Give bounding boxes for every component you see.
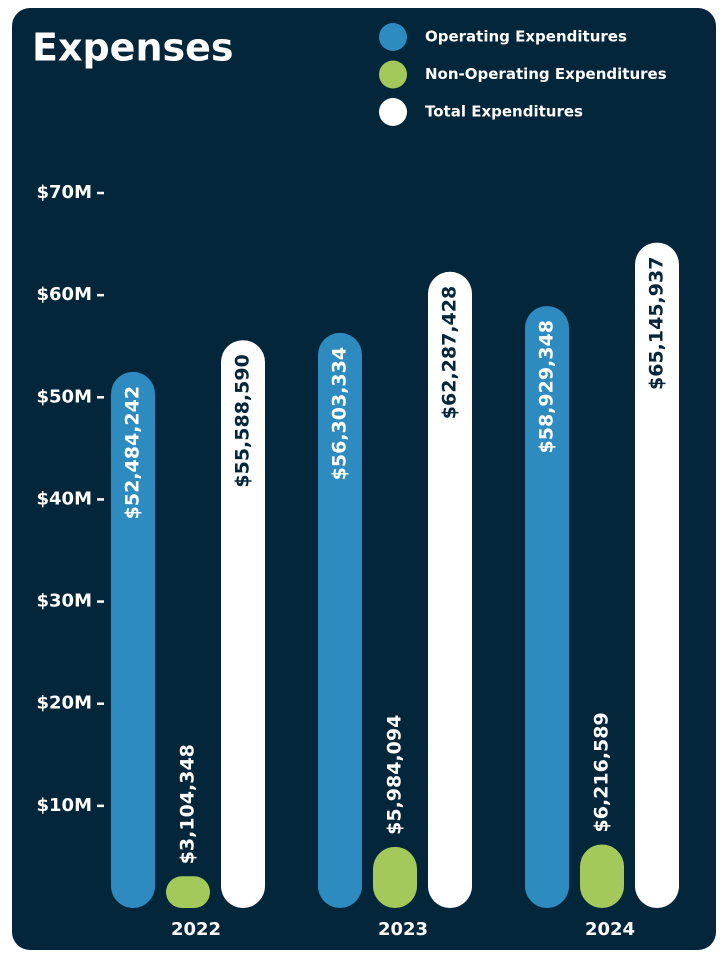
x-tick-label: 2024 (585, 919, 635, 940)
legend-swatch (379, 23, 407, 51)
value-label: $62,287,428 (439, 286, 461, 419)
x-tick-label: 2023 (378, 919, 428, 940)
y-tick-label: $10M (37, 795, 93, 816)
y-tick-label: $40M (37, 488, 93, 509)
legend-swatch (379, 60, 407, 89)
value-label: $58,929,348 (536, 320, 558, 453)
bar (580, 844, 624, 908)
bar (428, 271, 472, 908)
chart-title: Expenses (32, 26, 234, 70)
value-label: $5,984,094 (384, 715, 406, 835)
legend-label: Operating Expenditures (425, 28, 627, 46)
y-tick-label: $50M (37, 386, 93, 407)
value-label: $56,303,334 (329, 347, 351, 480)
legend-swatch (379, 98, 407, 126)
value-label: $55,588,590 (232, 354, 254, 487)
bar (166, 876, 210, 908)
value-label: $3,104,348 (177, 744, 199, 864)
y-tick-label: $70M (37, 182, 93, 203)
legend-label: Total Expenditures (425, 103, 583, 121)
bar (525, 306, 569, 908)
y-tick-label: $30M (37, 591, 93, 612)
y-tick-label: $60M (37, 284, 93, 305)
bar (635, 242, 679, 908)
value-label: $52,484,242 (122, 386, 144, 519)
x-tick-label: 2022 (171, 919, 221, 940)
bar (221, 340, 265, 908)
value-label: $65,145,937 (646, 257, 668, 390)
bar (318, 332, 362, 908)
bar (111, 371, 155, 908)
y-tick-label: $20M (37, 693, 93, 714)
bar (373, 846, 417, 908)
value-label: $6,216,589 (591, 712, 613, 832)
legend-label: Non-Operating Expenditures (425, 65, 667, 83)
